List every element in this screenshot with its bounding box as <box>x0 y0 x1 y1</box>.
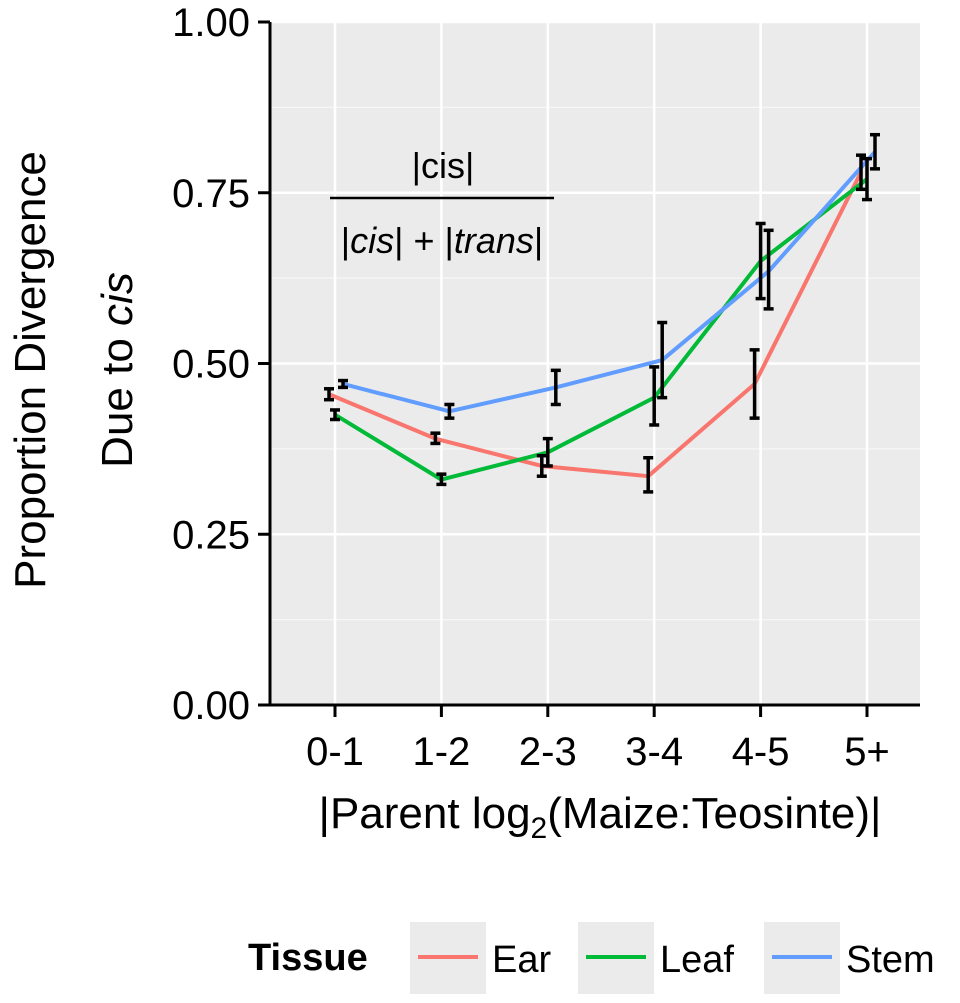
error-bar-ear <box>430 431 441 446</box>
legend-label-stem: Stem <box>846 939 935 981</box>
error-bar-leaf <box>436 472 447 487</box>
error-bar-stem <box>550 368 561 407</box>
error-bar-leaf <box>755 221 766 301</box>
y-tick-label: 0.00 <box>172 684 250 728</box>
legend-item-ear: Ear <box>410 922 551 994</box>
legend-title: Tissue <box>248 937 368 979</box>
x-tick-label: 2-3 <box>519 730 577 774</box>
fraction-annotation: |cis| |cis| + |trans| <box>330 145 554 261</box>
legend-item-stem: Stem <box>764 922 935 994</box>
x-tick-label: 0-1 <box>306 730 364 774</box>
error-bar-ear <box>856 153 866 192</box>
error-bar-stem <box>338 378 348 390</box>
error-bar-ear <box>643 456 654 494</box>
annotation-numerator: |cis| <box>412 145 475 186</box>
error-bar-stem <box>763 228 774 311</box>
x-tick-label: 5+ <box>844 730 890 774</box>
series-lines <box>328 150 877 482</box>
x-tick-label: 1-2 <box>412 730 470 774</box>
series-line-leaf <box>333 177 869 482</box>
series-line-ear <box>328 171 863 479</box>
x-axis-title: |Parent log2(Maize:Teosinte)| <box>319 789 882 845</box>
y-axis-title: Proportion Divergence Due to cis <box>6 151 142 589</box>
error-bar-stem <box>870 132 880 171</box>
error-bar-stem <box>657 320 668 400</box>
error-bar-ear <box>324 387 334 402</box>
gridlines <box>270 20 920 707</box>
error-bar-stem <box>444 402 455 420</box>
y-tick-label: 0.75 <box>172 172 250 216</box>
error-bar-leaf <box>542 436 553 468</box>
series-line-stem <box>342 150 877 414</box>
legend: Tissue Ear Leaf Stem <box>248 922 935 994</box>
error-bar-leaf <box>862 156 872 202</box>
y-tick-label: 1.00 <box>172 1 250 45</box>
legend-label-ear: Ear <box>492 939 551 981</box>
error-bar-ear <box>749 348 760 420</box>
error-bar-leaf <box>330 408 340 422</box>
annotation-denominator: |cis| + |trans| <box>341 220 544 261</box>
legend-item-leaf: Leaf <box>578 922 734 994</box>
y-axis-title-line1: Proportion Divergence <box>6 151 55 589</box>
x-tick-label: 4-5 <box>732 730 790 774</box>
x-tick-label: 3-4 <box>625 730 683 774</box>
y-tick-label: 0.50 <box>172 343 250 387</box>
error-bar-leaf <box>649 365 660 427</box>
error-bar-ear <box>536 453 547 478</box>
legend-label-leaf: Leaf <box>660 939 734 981</box>
y-tick-label: 0.25 <box>172 513 250 557</box>
y-axis-title-line2: Due to cis <box>93 272 142 468</box>
axes: 0.00 0.25 0.50 0.75 1.00 0-1 1-2 2-3 3-4 4-5 5+ <box>172 1 920 774</box>
error-bars <box>324 132 880 494</box>
